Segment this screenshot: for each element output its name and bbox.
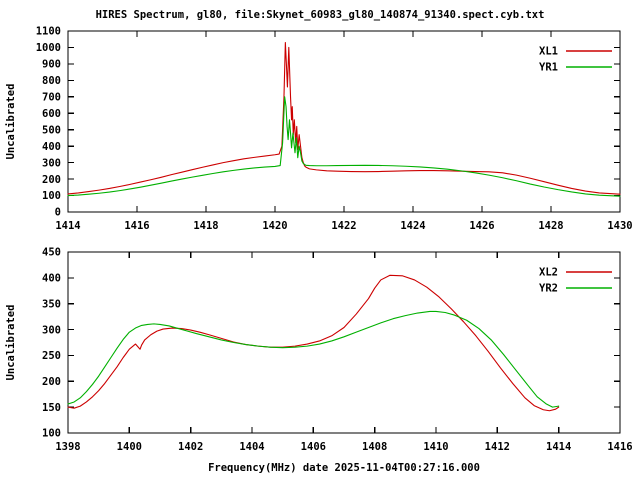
y-tick-label: 100	[42, 190, 61, 202]
plot-panel-bottom-spectrum: 100 150 200 250 300 350 400 450 1398 1400 1402 1404…	[5, 247, 633, 474]
y-tick-label: 900	[42, 59, 61, 71]
plot-panel-top-spectrum: 0 100 200 300 400 500 600 700 800 900 1000 1100 1414…	[5, 26, 633, 232]
y-tick-label: 400	[42, 273, 61, 285]
y-tick-label: 200	[42, 174, 61, 186]
y-tick-label: 1100	[36, 26, 61, 38]
y-tick-label: 300	[42, 324, 61, 336]
y-tick-label: 400	[42, 141, 61, 153]
x-tick-label: 1414	[55, 220, 80, 232]
legend-label-xl2: XL2	[539, 267, 558, 279]
x-tick-label: 1416	[124, 220, 149, 232]
x-tick-label: 1422	[331, 220, 356, 232]
x-tick-label: 1418	[193, 220, 218, 232]
x-tick-label: 1412	[485, 441, 510, 453]
page-title: HIRES Spectrum, gl80, file:Skynet_60983_…	[95, 9, 545, 21]
y-axis-title: Uncalibrated	[5, 84, 17, 160]
series-line-xl2	[67, 274, 560, 412]
x-tick-label: 1414	[546, 441, 571, 453]
x-tick-label: 1404	[239, 441, 264, 453]
y-tick-label: 200	[42, 376, 61, 388]
y-tick-label: 1000	[36, 42, 61, 54]
x-tick-label: 1420	[262, 220, 287, 232]
x-tick-label: 1426	[469, 220, 494, 232]
legend-label-xl1: XL1	[539, 46, 558, 58]
plot-frame	[67, 251, 621, 434]
series-line-yr2	[67, 310, 560, 408]
x-tick-label: 1406	[301, 441, 326, 453]
y-tick-label: 600	[42, 108, 61, 120]
x-tick-label: 1424	[400, 220, 425, 232]
x-axis-title: Frequency(MHz) date 2025-11-04T00:27:16.…	[208, 462, 480, 474]
x-tick-label: 1416	[607, 441, 632, 453]
x-tick-label: 1400	[117, 441, 142, 453]
y-tick-label: 0	[55, 207, 61, 219]
y-tick-label: 500	[42, 124, 61, 136]
y-tick-label: 250	[42, 350, 61, 362]
y-axis-title: Uncalibrated	[5, 305, 17, 381]
legend-label-yr2: YR2	[539, 283, 558, 295]
y-tick-label: 800	[42, 75, 61, 87]
x-tick-label: 1428	[538, 220, 563, 232]
y-tick-label: 700	[42, 92, 61, 104]
x-tick-label: 1430	[607, 220, 632, 232]
y-tick-label: 350	[42, 298, 61, 310]
y-tick-label: 300	[42, 157, 61, 169]
y-tick-label: 100	[42, 428, 61, 440]
x-tick-label: 1398	[55, 441, 80, 453]
x-tick-label: 1402	[178, 441, 203, 453]
series-line-xl1	[67, 41, 621, 195]
y-tick-label: 450	[42, 247, 61, 259]
y-tick-label: 150	[42, 402, 61, 414]
x-tick-label: 1410	[423, 441, 448, 453]
legend-label-yr1: YR1	[539, 62, 558, 74]
series-line-yr1	[67, 96, 621, 197]
x-tick-label: 1408	[362, 441, 387, 453]
